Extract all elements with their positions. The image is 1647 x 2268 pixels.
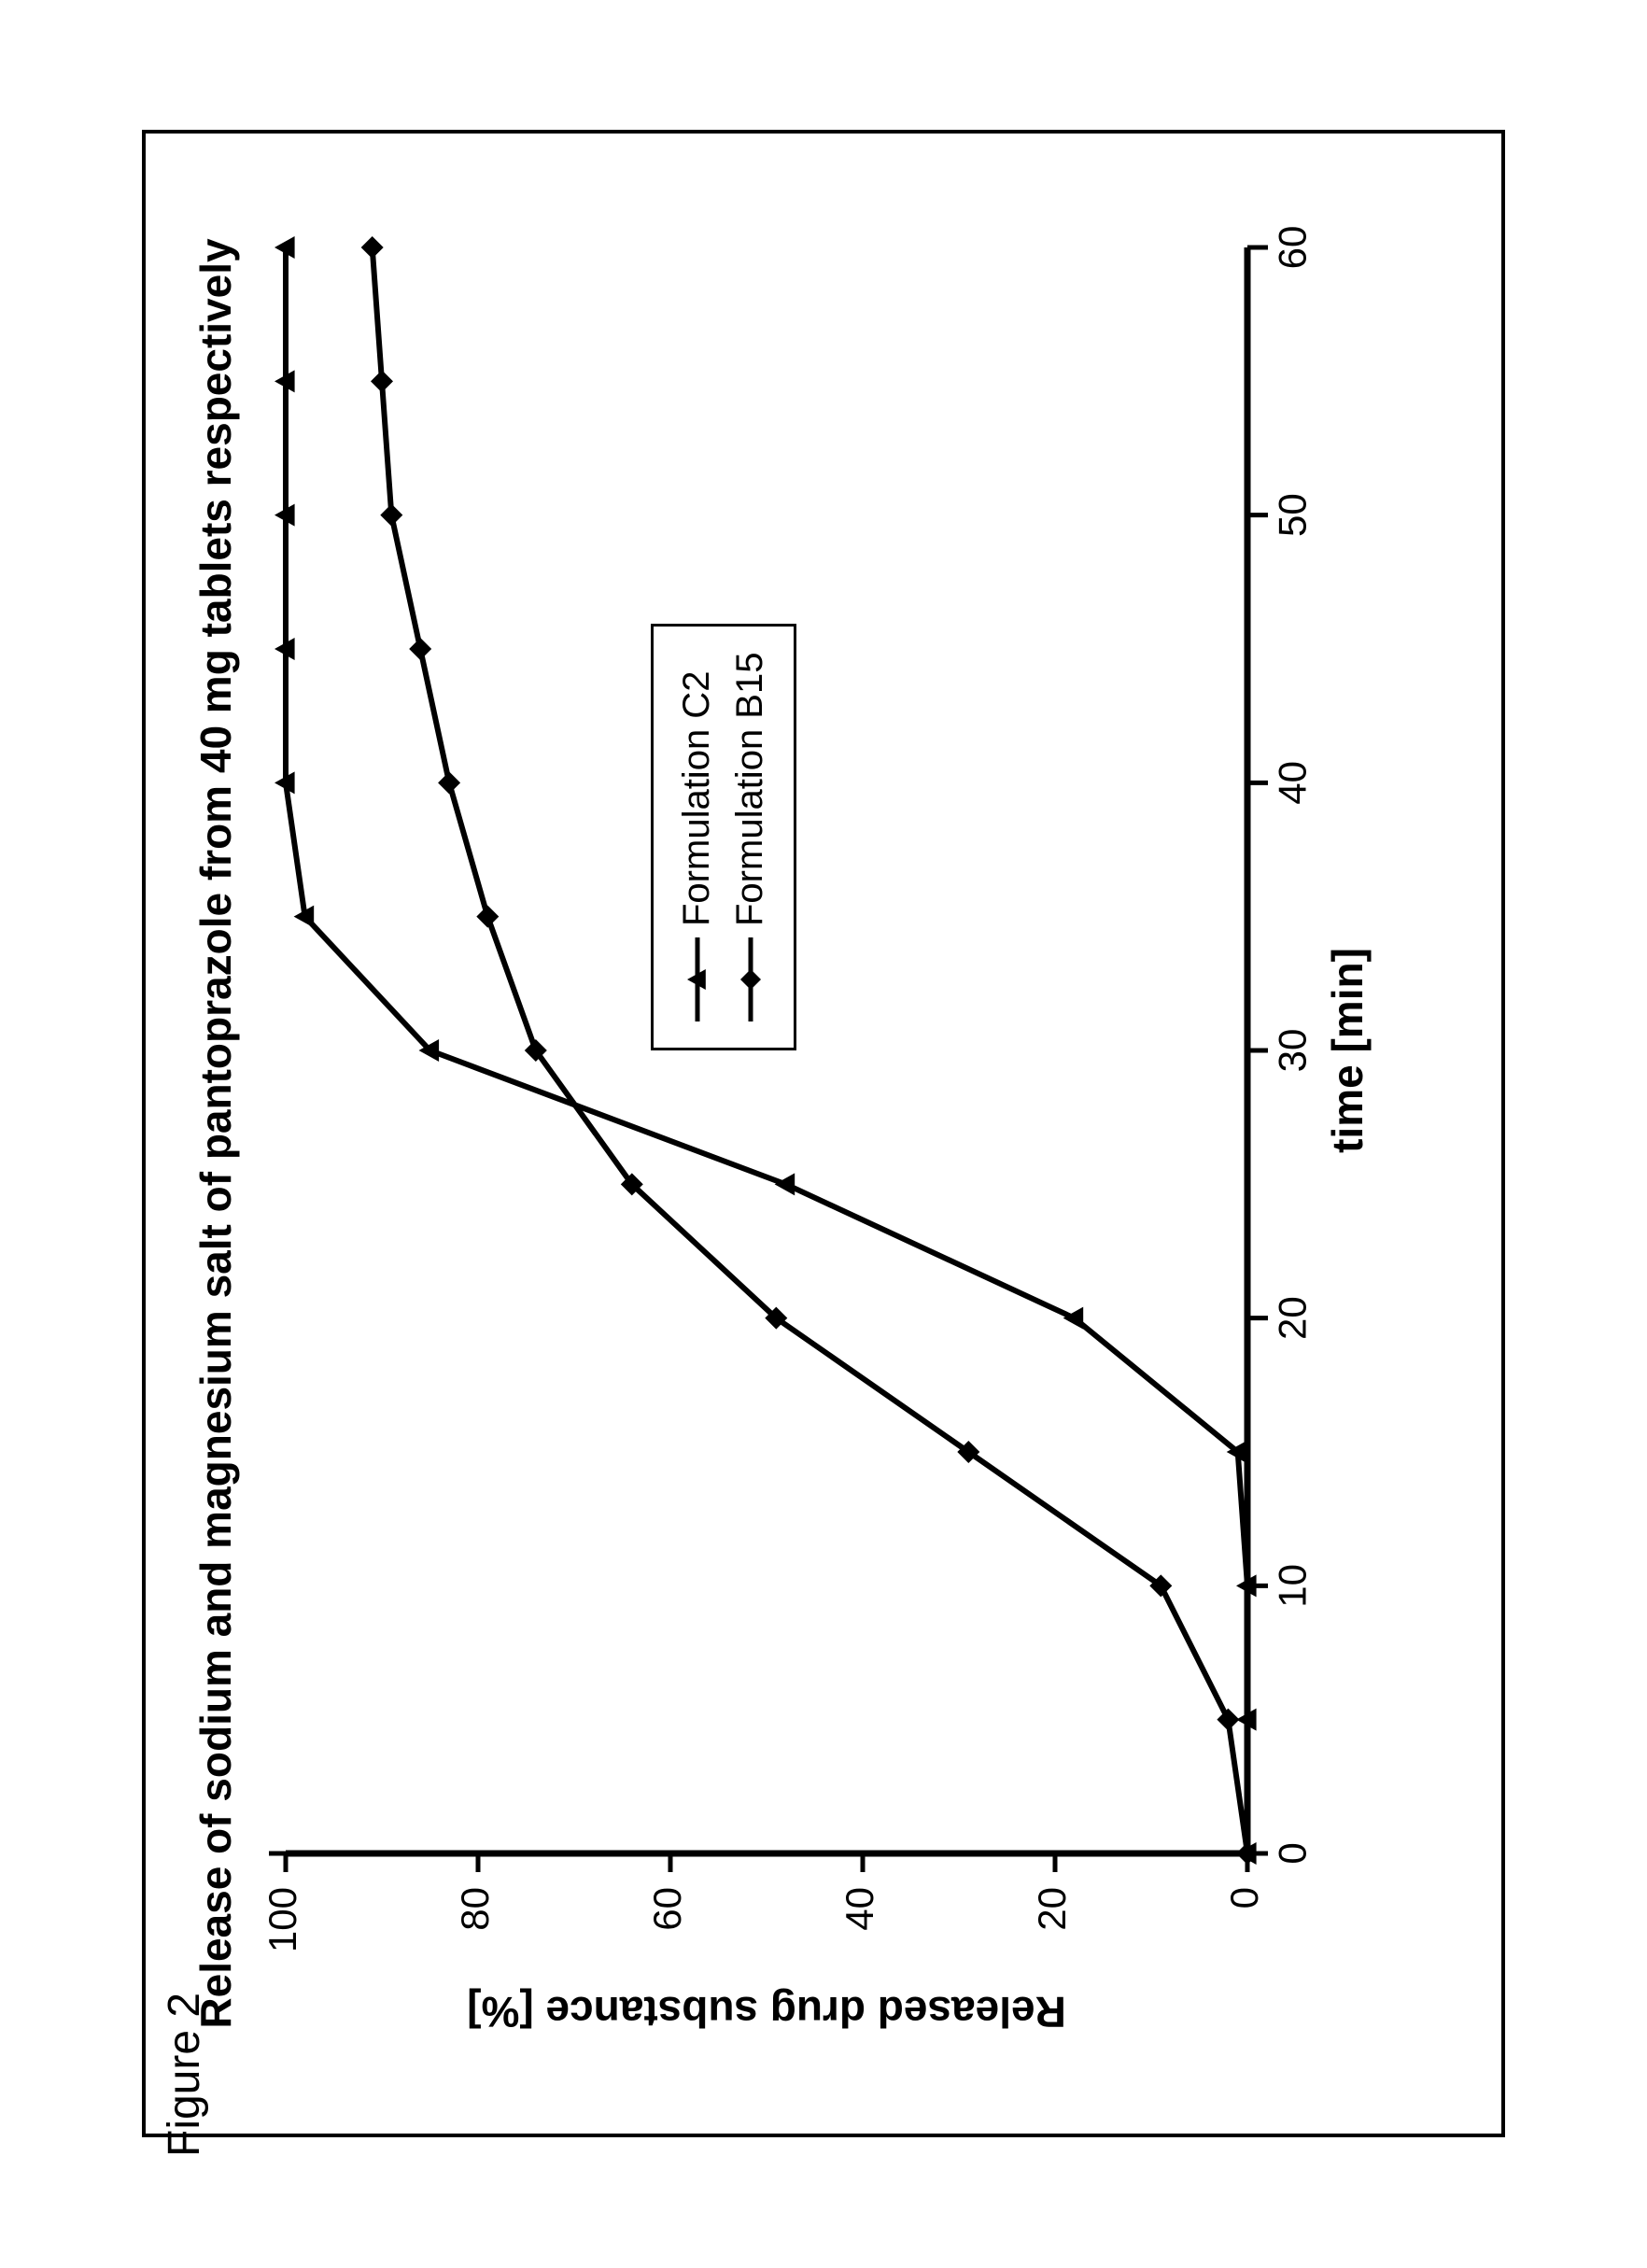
- legend-marker-icon: [735, 937, 767, 1021]
- rotated-chart-wrapper: Release of sodium and magnesium salt of …: [142, 130, 1505, 2137]
- legend-label: Formulation B15: [729, 653, 771, 926]
- triangle-marker-icon: [1063, 1307, 1084, 1330]
- x-tick-label: 0: [1270, 1842, 1314, 1864]
- y-axis-label: Released drug substance [%]: [467, 1987, 1066, 2037]
- legend-marker-icon: [682, 937, 713, 1021]
- diamond-marker-icon: [361, 236, 384, 259]
- legend: Formulation C2 Formulation B15: [651, 624, 796, 1050]
- figure-caption: Figure 2: [159, 1993, 210, 2157]
- diamond-marker-icon: [409, 638, 431, 660]
- diamond-marker-icon: [380, 504, 402, 527]
- plot-area: 0204060801000102030405060: [286, 247, 1247, 1853]
- x-tick-label: 30: [1270, 1029, 1314, 1073]
- y-tick-label: 100: [260, 1887, 304, 1952]
- diamond-marker-icon: [1217, 1709, 1239, 1731]
- chart-panel: Release of sodium and magnesium salt of …: [142, 130, 1505, 2137]
- x-tick-label: 10: [1270, 1564, 1314, 1608]
- series-line: [373, 247, 1247, 1853]
- diamond-marker-icon: [371, 370, 393, 392]
- legend-item: Formulation C2: [670, 653, 724, 1021]
- triangle-marker-icon: [775, 1173, 795, 1195]
- x-tick-label: 20: [1270, 1296, 1314, 1340]
- x-tick-label: 40: [1270, 761, 1314, 805]
- x-axis-label: time [min]: [1322, 948, 1372, 1153]
- legend-label: Formulation C2: [676, 671, 718, 926]
- x-tick-label: 50: [1270, 493, 1314, 537]
- diamond-marker-icon: [438, 771, 460, 794]
- y-tick-label: 80: [453, 1887, 497, 1931]
- y-tick-label: 0: [1222, 1887, 1266, 1909]
- y-tick-label: 60: [645, 1887, 689, 1931]
- y-tick-label: 40: [838, 1887, 881, 1931]
- x-tick-label: 60: [1270, 226, 1314, 270]
- diamond-marker-icon: [476, 906, 499, 928]
- y-tick-label: 20: [1030, 1887, 1074, 1931]
- chart-title: Release of sodium and magnesium salt of …: [190, 134, 241, 2134]
- page: Release of sodium and magnesium salt of …: [0, 0, 1647, 2268]
- legend-item: Formulation B15: [724, 653, 777, 1021]
- plot-svg: 0204060801000102030405060: [286, 247, 1247, 1853]
